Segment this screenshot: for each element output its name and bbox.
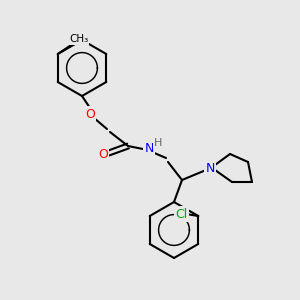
Text: N: N	[144, 142, 154, 154]
Text: H: H	[154, 138, 162, 148]
Text: O: O	[98, 148, 108, 160]
Text: Cl: Cl	[175, 208, 188, 220]
Text: N: N	[205, 161, 215, 175]
Text: CH₃: CH₃	[69, 34, 88, 44]
Text: O: O	[85, 107, 95, 121]
